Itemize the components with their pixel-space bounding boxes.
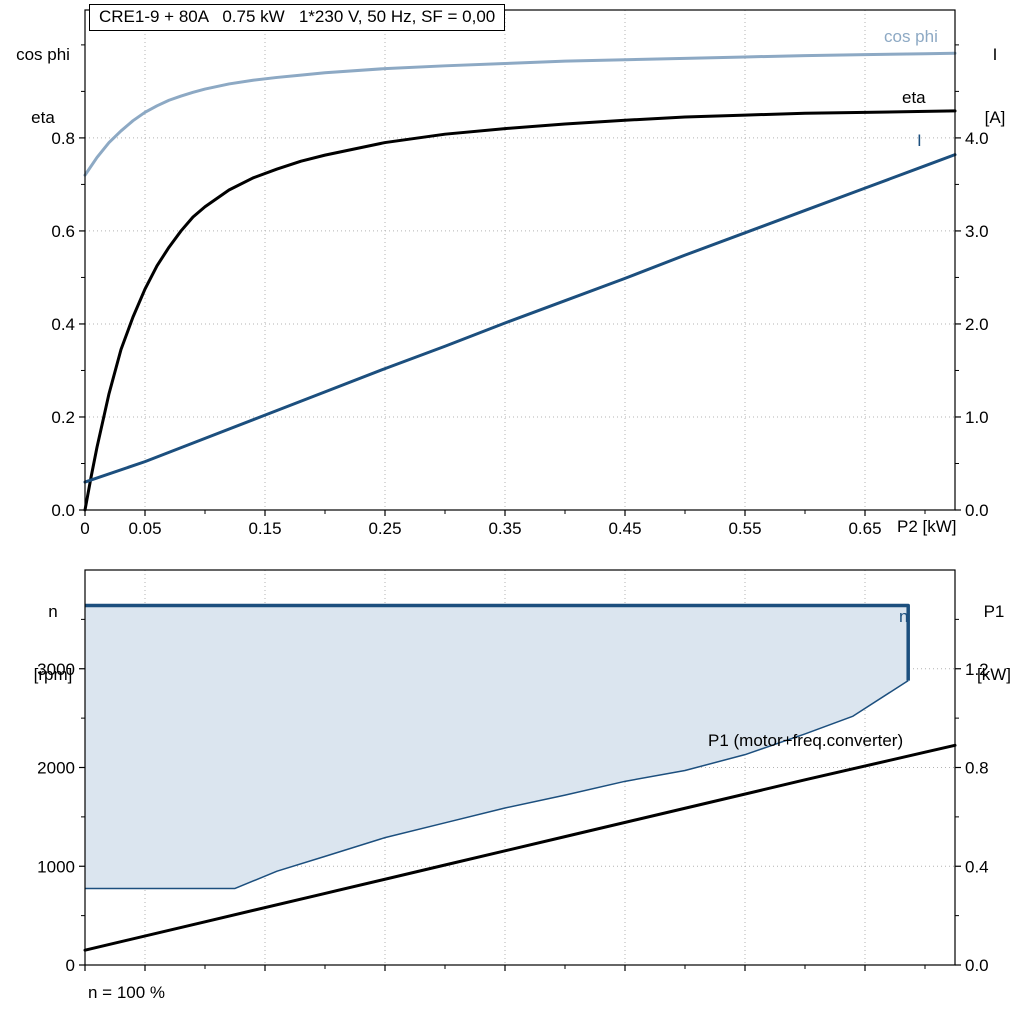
right-axis-label-unit-kw: [kW]	[977, 665, 1011, 684]
svg-text:0.0: 0.0	[965, 501, 989, 520]
svg-text:0.35: 0.35	[488, 519, 521, 538]
svg-text:0.0: 0.0	[51, 501, 75, 520]
left-axis-label-unit-rpm: [rpm]	[33, 665, 73, 684]
svg-text:0: 0	[66, 956, 75, 975]
svg-text:0.65: 0.65	[848, 519, 881, 538]
right-axis-label-current: I	[992, 45, 998, 64]
left-axis-label-speed: n	[48, 602, 58, 621]
svg-text:3.0: 3.0	[965, 222, 989, 241]
svg-text:0.8: 0.8	[51, 129, 75, 148]
svg-text:0.2: 0.2	[51, 408, 75, 427]
svg-text:3000: 3000	[37, 660, 75, 679]
bottom-chart-left-axis-label: n [rpm]	[20, 559, 86, 706]
svg-text:1.2: 1.2	[965, 660, 989, 679]
bottom-chart-right-axis-label: P1 [kW]	[964, 559, 1024, 706]
svg-text:0.8: 0.8	[965, 759, 989, 778]
svg-text:0.55: 0.55	[728, 519, 761, 538]
svg-text:0.05: 0.05	[128, 519, 161, 538]
right-axis-label-p1: P1	[983, 602, 1005, 621]
svg-text:0.45: 0.45	[608, 519, 641, 538]
top-chart-left-axis-label: cos phi eta	[4, 2, 82, 149]
svg-text:0.15: 0.15	[248, 519, 281, 538]
cos-phi-curve-label: cos phi	[884, 27, 938, 46]
n-curve-label: n	[899, 607, 909, 626]
svg-text:2.0: 2.0	[965, 315, 989, 334]
svg-text:0.6: 0.6	[51, 222, 75, 241]
svg-text:1000: 1000	[37, 857, 75, 876]
svg-text:1.0: 1.0	[965, 408, 989, 427]
svg-text:4.0: 4.0	[965, 129, 989, 148]
svg-text:0.4: 0.4	[965, 857, 989, 876]
svg-text:2000: 2000	[37, 759, 75, 778]
current-curve-label: I	[917, 131, 922, 150]
speed-note: n = 100 %	[88, 983, 166, 1002]
svg-text:0.4: 0.4	[51, 315, 75, 334]
chart-title-box: CRE1-9 + 80A 0.75 kW 1*230 V, 50 Hz, SF …	[89, 4, 506, 31]
left-axis-label-cos-phi: cos phi	[16, 45, 70, 64]
left-axis-label-eta: eta	[31, 108, 55, 127]
right-axis-label-unit-amps: [A]	[984, 108, 1006, 127]
top-chart-right-axis-label: I [A]	[968, 2, 1022, 149]
p1-curve-label: P1 (motor+freq.converter)	[708, 731, 904, 750]
x-axis-label-p2: P2 [kW]	[897, 517, 957, 536]
eta-curve-label: eta	[902, 88, 926, 107]
svg-text:0: 0	[80, 519, 89, 538]
svg-text:0.0: 0.0	[965, 956, 989, 975]
svg-text:0.25: 0.25	[368, 519, 401, 538]
